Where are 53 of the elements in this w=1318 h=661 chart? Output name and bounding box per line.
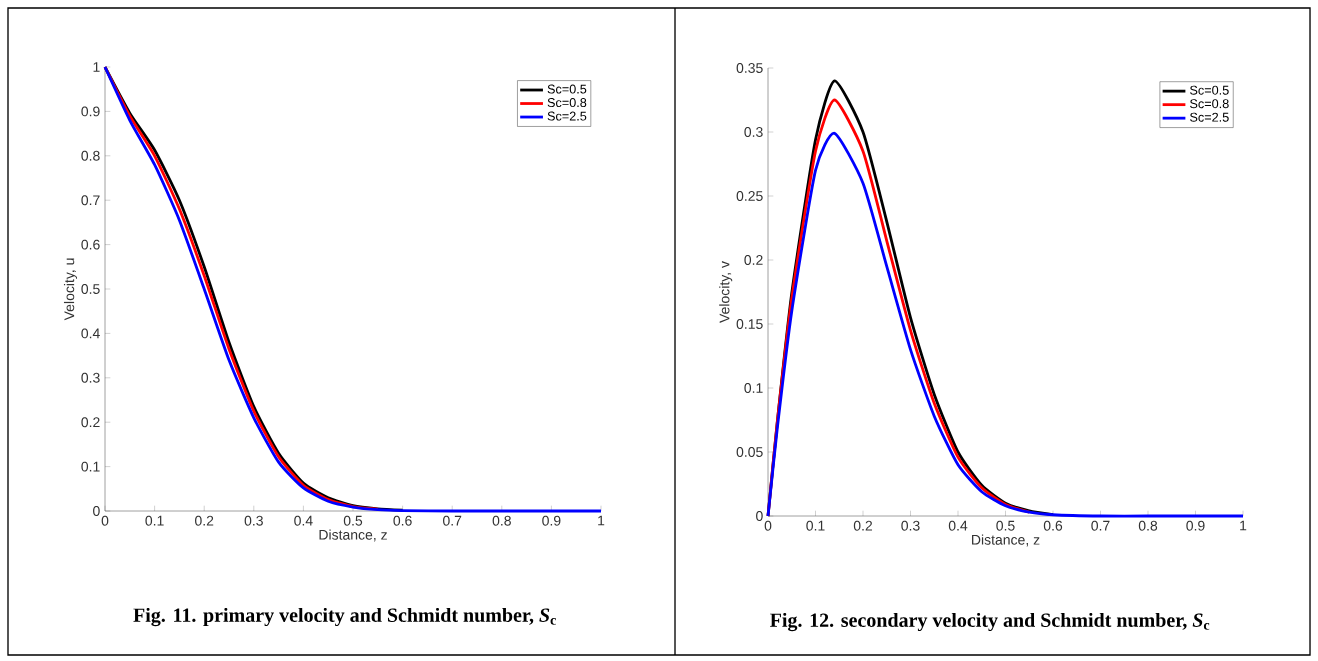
- line-series: [103, 65, 603, 513]
- y-tick-label: 0.3: [744, 127, 763, 137]
- x-tick-label: 0.5: [343, 515, 363, 526]
- y-axis-title: Velocity, v: [719, 261, 733, 323]
- x-tick-label: 0.6: [1043, 520, 1063, 531]
- x-tick-label: 0.7: [443, 515, 462, 526]
- y-tick-label: 0.35: [736, 63, 763, 73]
- x-tick-label: 1: [598, 515, 605, 526]
- x-tick-label: 0.6: [393, 515, 412, 526]
- y-tick-label: 0.1: [744, 383, 763, 393]
- y-tick-label: 0.4: [81, 328, 100, 339]
- x-tick-label: 0.9: [1186, 520, 1205, 531]
- x-tick-label: 0.1: [806, 520, 825, 531]
- x-tick-label: 0.5: [996, 520, 1015, 531]
- y-tick-label: 0.2: [81, 417, 100, 428]
- text: Fig. 12. secondary velocity and Schmidt number, S$_{c}$: [770, 612, 1210, 632]
- y-tick-label: 0.15: [736, 319, 763, 329]
- text: Fig. 11. primary velocity and Schmidt number, S$_{c}$: [133, 607, 556, 627]
- x-tick-label: 0.7: [1091, 520, 1110, 531]
- x-tick-label: 1: [1240, 520, 1247, 531]
- y-tick-label: 0.2: [744, 255, 763, 265]
- y-tick-label: 0.3: [81, 372, 100, 383]
- x-axis-title: Distance, z: [972, 534, 1040, 547]
- x-tick-label: 0.9: [542, 515, 561, 526]
- x-tick-label: 0.3: [244, 515, 263, 526]
- x-tick-label: 0.8: [1138, 520, 1158, 531]
- x-tick-label: 0.4: [294, 515, 313, 526]
- y-tick-label: 0.6: [81, 239, 100, 250]
- y-tick-label: 0.1: [81, 461, 100, 472]
- x-axis-title: Distance, z: [319, 529, 387, 542]
- y-tick-label: 0.5: [81, 284, 100, 294]
- y-tick-label: 0: [93, 506, 100, 516]
- y-tick-label: 0.05: [736, 447, 763, 457]
- x-tick-label: 0: [101, 515, 109, 526]
- legend-label: Sc=2.5: [1190, 112, 1229, 122]
- y-tick-label: 0.8: [81, 150, 100, 161]
- x-tick-label: 0.2: [853, 520, 873, 531]
- legend-label: Sc=2.5: [547, 111, 587, 121]
- y-tick-label: 0.9: [81, 106, 100, 117]
- legend-label: Sc=0.8: [547, 98, 587, 108]
- x-tick-label: 0.8: [492, 515, 511, 526]
- x-tick-label: 0.4: [948, 520, 968, 531]
- x-tick-label: 0.1: [145, 515, 164, 526]
- legend-label: Sc=0.8: [1190, 99, 1229, 109]
- y-tick-label: 0.25: [736, 191, 763, 201]
- x-tick-label: 0.2: [195, 515, 214, 526]
- x-tick-label: 0: [764, 520, 772, 531]
- legend-label: Sc=0.5: [547, 84, 587, 94]
- x-tick-label: 0.3: [901, 520, 920, 531]
- legend-label: Sc=0.5: [1190, 85, 1229, 95]
- y-axis-title: Velocity, u: [63, 258, 78, 321]
- y-tick-label: 0.7: [81, 195, 100, 206]
- y-tick-label: 1: [93, 62, 100, 72]
